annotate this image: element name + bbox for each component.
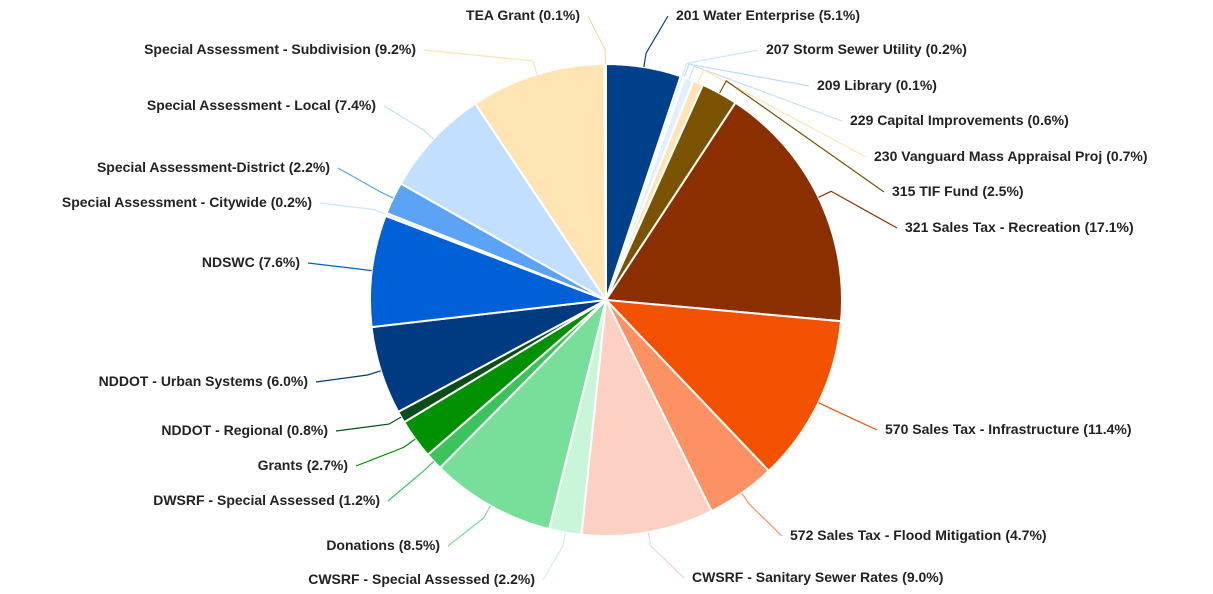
leader-line	[647, 532, 685, 579]
leader-line	[681, 49, 759, 77]
slice-label: 209 Library (0.1%)	[817, 77, 937, 93]
category-name: CWSRF - Special Assessed	[308, 571, 490, 587]
category-name: 572 Sales Tax - Flood Mitigation	[790, 527, 1001, 543]
category-name: NDDOT - Urban Systems	[99, 373, 263, 389]
category-name: NDSWC	[202, 254, 255, 270]
pie-slice	[604, 101, 843, 323]
leader-line	[688, 65, 843, 122]
leader-line	[818, 190, 898, 229]
slice-label: NDDOT - Urban Systems (6.0%)	[99, 373, 308, 389]
category-name: 315 TIF Fund	[892, 183, 978, 199]
leader-line	[683, 63, 810, 87]
category-name: 230 Vanguard Mass Appraisal Proj	[874, 148, 1102, 164]
slice-label: 207 Storm Sewer Utility (0.2%)	[766, 41, 967, 57]
value-label: (2.5%)	[982, 183, 1023, 199]
category-name: 207 Storm Sewer Utility	[766, 41, 922, 57]
slice-label: 201 Water Enterprise (5.1%)	[676, 7, 860, 23]
category-name: Special Assessment-District	[97, 159, 285, 175]
category-name: Special Assessment - Subdivision	[144, 41, 371, 57]
value-label: (11.4%)	[1083, 421, 1131, 437]
category-name: Special Assessment - Local	[147, 97, 331, 113]
slice-label: 229 Capital Improvements (0.6%)	[850, 112, 1069, 128]
value-label: (9.0%)	[902, 569, 943, 585]
category-name: 201 Water Enterprise	[676, 7, 815, 23]
leader-line	[719, 79, 885, 193]
slice-label: Donations (8.5%)	[326, 537, 440, 553]
leader-line	[818, 402, 878, 431]
leader-line	[319, 202, 387, 215]
leader-line	[697, 68, 867, 158]
value-label: (9.2%)	[375, 41, 416, 57]
leader-line	[315, 370, 382, 383]
value-label: (6.0%)	[267, 373, 308, 389]
leader-line	[587, 15, 606, 65]
category-name: CWSRF - Sanitary Sewer Rates	[692, 569, 898, 585]
value-label: (1.2%)	[339, 492, 380, 508]
leader-line	[447, 505, 492, 547]
value-label: (4.7%)	[1005, 527, 1046, 543]
leader-line	[335, 416, 402, 432]
value-label: (17.1%)	[1085, 219, 1134, 235]
category-name: TEA Grant	[466, 7, 535, 23]
pie-slice	[369, 214, 607, 329]
slice-label: TEA Grant (0.1%)	[466, 7, 580, 23]
slice-label: Special Assessment - Subdivision (9.2%)	[144, 41, 416, 57]
leader-line	[423, 49, 538, 75]
category-name: Grants	[258, 457, 303, 473]
category-name: 570 Sales Tax - Infrastructure	[885, 421, 1079, 437]
slice-label: NDSWC (7.6%)	[202, 254, 300, 270]
value-label: (5.1%)	[819, 7, 860, 23]
leader-line	[383, 105, 434, 140]
value-label: (2.2%)	[289, 159, 330, 175]
pie-slice	[473, 62, 608, 304]
value-label: (0.6%)	[1028, 112, 1069, 128]
leader-line	[643, 15, 669, 68]
value-label: (0.2%)	[926, 41, 967, 57]
pie-slice	[399, 102, 607, 301]
slice-label: 570 Sales Tax - Infrastructure (11.4%)	[885, 421, 1132, 437]
leader-line	[387, 460, 435, 502]
pie-slice	[603, 298, 843, 473]
value-label: (0.8%)	[287, 422, 328, 438]
category-name: DWSRF - Special Assessed	[153, 492, 335, 508]
category-name: 229 Capital Improvements	[850, 112, 1024, 128]
slice-label: 315 TIF Fund (2.5%)	[892, 183, 1024, 199]
value-label: (2.2%)	[494, 571, 535, 587]
slice-label: 321 Sales Tax - Recreation (17.1%)	[905, 219, 1134, 235]
value-label: (7.4%)	[335, 97, 376, 113]
slice-label: 572 Sales Tax - Flood Mitigation (4.7%)	[790, 527, 1047, 543]
leader-line	[337, 167, 394, 199]
slice-label: Special Assessment - Citywide (0.2%)	[62, 194, 312, 210]
slice-label: 230 Vanguard Mass Appraisal Proj (0.7%)	[874, 148, 1147, 164]
category-name: 321 Sales Tax - Recreation	[905, 219, 1081, 235]
value-label: (0.2%)	[271, 194, 312, 210]
leader-line	[741, 492, 783, 537]
slice-label: Special Assessment-District (2.2%)	[97, 159, 330, 175]
value-label: (2.7%)	[307, 457, 348, 473]
slice-label: DWSRF - Special Assessed (1.2%)	[153, 492, 380, 508]
value-label: (7.6%)	[259, 254, 300, 270]
slice-label: NDDOT - Regional (0.8%)	[161, 422, 328, 438]
category-name: Donations	[326, 537, 395, 553]
leader-line	[355, 438, 416, 467]
leader-line	[307, 262, 372, 272]
value-label: (8.5%)	[399, 537, 440, 553]
pie-slice	[580, 296, 713, 537]
category-name: Special Assessment - Citywide	[62, 194, 267, 210]
slice-label: Grants (2.7%)	[258, 457, 348, 473]
leader-line	[542, 532, 566, 581]
value-label: (0.7%)	[1106, 148, 1147, 164]
category-name: NDDOT - Regional	[161, 422, 282, 438]
category-name: 209 Library	[817, 77, 892, 93]
value-label: (0.1%)	[896, 77, 937, 93]
slice-label: Special Assessment - Local (7.4%)	[147, 97, 376, 113]
value-label: (0.1%)	[539, 7, 580, 23]
slice-label: CWSRF - Special Assessed (2.2%)	[308, 571, 535, 587]
slice-label: CWSRF - Sanitary Sewer Rates (9.0%)	[692, 569, 943, 585]
